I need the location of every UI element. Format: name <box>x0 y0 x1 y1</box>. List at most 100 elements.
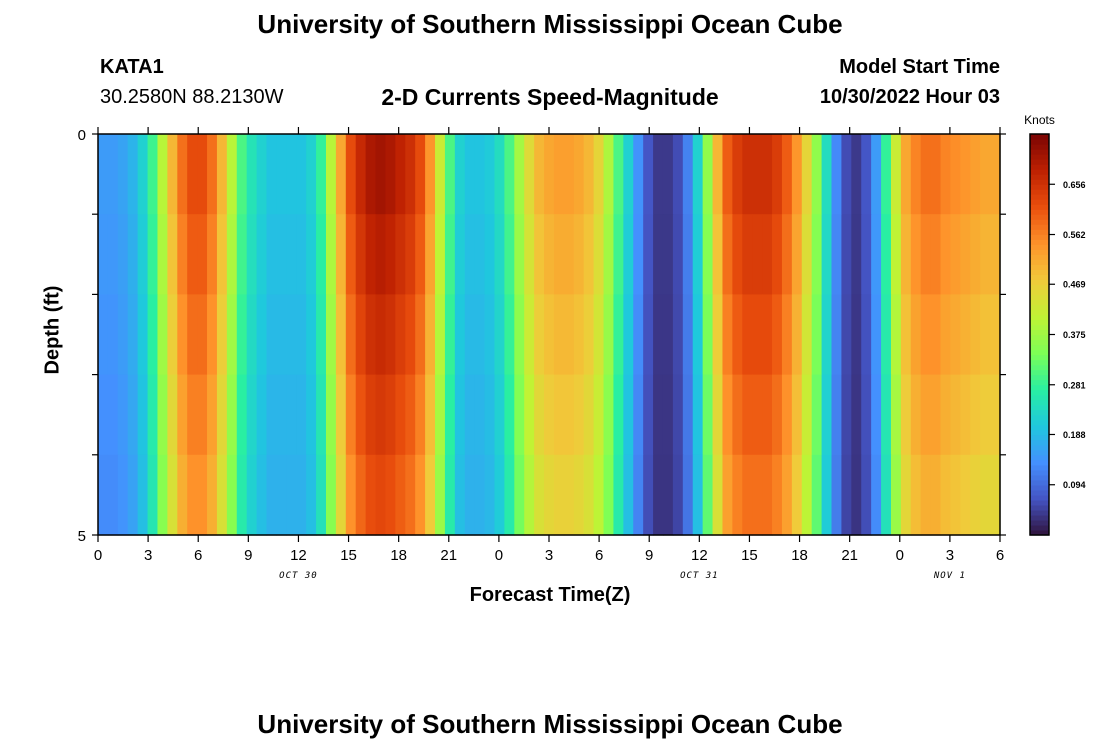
x-tick-label: 15 <box>340 547 357 564</box>
heatmap-cell <box>702 214 714 295</box>
heatmap-cell <box>306 294 317 376</box>
heatmap-cell <box>851 214 862 295</box>
colorbar-segment <box>1030 404 1049 411</box>
heatmap-cell <box>296 214 307 295</box>
heatmap-cell <box>107 454 119 536</box>
heatmap-cell <box>682 214 694 295</box>
colorbar-segment <box>1030 304 1049 311</box>
colorbar-segment <box>1030 334 1049 341</box>
heatmap-cell <box>207 374 218 456</box>
heatmap-cell <box>444 374 456 456</box>
heatmap-cell <box>355 294 367 376</box>
heatmap-cell <box>464 214 476 295</box>
heatmap-cell <box>484 374 496 456</box>
heatmap-cell <box>484 294 496 376</box>
heatmap-cell <box>246 214 258 295</box>
heatmap-cell <box>603 454 615 536</box>
colorbar-segment <box>1030 284 1049 290</box>
heatmap-cell <box>821 454 833 536</box>
heatmap-cell <box>157 134 168 215</box>
x-tick-label: 9 <box>645 547 653 564</box>
heatmap-cell <box>177 134 188 215</box>
heatmap-cell <box>851 294 862 376</box>
heatmap-cell <box>900 294 912 376</box>
heatmap-cell <box>672 454 684 536</box>
heatmap-cell <box>662 454 674 536</box>
heatmap-cell <box>286 454 297 536</box>
x-tick-label: 12 <box>290 547 307 564</box>
heatmap-cell <box>474 134 486 215</box>
heatmap-cell <box>365 454 377 536</box>
colorbar-segment <box>1030 204 1049 210</box>
colorbar-tick-label: 0.375 <box>1063 330 1086 340</box>
heatmap-cell <box>930 294 942 376</box>
colorbar-segment <box>1030 264 1049 270</box>
heatmap-cell <box>425 214 436 295</box>
heatmap-cell <box>692 134 704 215</box>
heatmap-cell <box>236 294 248 376</box>
heatmap-cell <box>930 214 942 295</box>
colorbar-segment <box>1030 419 1049 426</box>
heatmap-cell <box>801 134 813 215</box>
heatmap-cell <box>553 134 565 215</box>
colorbar-segment <box>1030 269 1049 275</box>
colorbar-segment <box>1030 459 1049 466</box>
x-tick-label: 0 <box>896 547 904 564</box>
heatmap-cell <box>653 214 664 295</box>
heatmap-cell <box>811 454 823 536</box>
heatmap-cell <box>722 214 733 295</box>
heatmap-cell <box>405 454 416 536</box>
x-tick-label: 0 <box>94 547 102 564</box>
heatmap-cell <box>682 374 694 456</box>
heatmap-cell <box>732 294 743 376</box>
heatmap-cell <box>990 214 1001 295</box>
colorbar-segment <box>1030 364 1049 371</box>
heatmap-cell <box>365 294 377 376</box>
heatmap-cell <box>960 454 971 536</box>
heatmap-cell <box>514 134 525 215</box>
colorbar-segment <box>1030 434 1049 441</box>
heatmap-cell <box>256 134 268 215</box>
heatmap-cell <box>544 374 555 456</box>
colorbar-segment <box>1030 414 1049 421</box>
heatmap-cell <box>851 454 862 536</box>
colorbar-segment <box>1030 509 1049 516</box>
heatmap-cell <box>187 294 198 376</box>
heatmap-cell <box>405 294 416 376</box>
colorbar-segment <box>1030 514 1049 521</box>
heatmap-cell <box>236 134 248 215</box>
heatmap-cell <box>990 374 1001 456</box>
heatmap-cell <box>682 294 694 376</box>
heatmap-cell <box>504 214 515 295</box>
heatmap-cell <box>345 134 357 215</box>
colorbar-segment <box>1030 439 1049 446</box>
heatmap-cell <box>752 214 763 295</box>
heatmap-cell <box>841 134 852 215</box>
colorbar-segment <box>1030 294 1049 301</box>
heatmap-cell <box>801 214 813 295</box>
heatmap-cell <box>544 214 555 295</box>
colorbar-segment <box>1030 424 1049 431</box>
heatmap-cell <box>553 454 565 536</box>
heatmap-cell <box>216 214 228 295</box>
heatmap-cell <box>474 294 486 376</box>
heatmap-cell <box>920 294 932 376</box>
heatmap-cell <box>415 374 426 456</box>
heatmap-cell <box>167 294 178 376</box>
heatmap-cell <box>197 214 208 295</box>
heatmap-cell <box>435 374 446 456</box>
heatmap-cell <box>871 134 882 215</box>
heatmap-cell <box>633 294 644 376</box>
heatmap-cell <box>345 454 357 536</box>
heatmap-cell <box>881 134 892 215</box>
heatmap-cell <box>613 294 624 376</box>
colorbar-segment <box>1030 179 1049 185</box>
heatmap-cell <box>365 134 377 215</box>
heatmap-cell <box>613 214 624 295</box>
heatmap-cell <box>940 374 952 456</box>
heatmap-cell <box>781 134 793 215</box>
heatmap-cell <box>633 134 644 215</box>
heatmap-cell <box>316 454 327 536</box>
heatmap-cell <box>593 294 605 376</box>
